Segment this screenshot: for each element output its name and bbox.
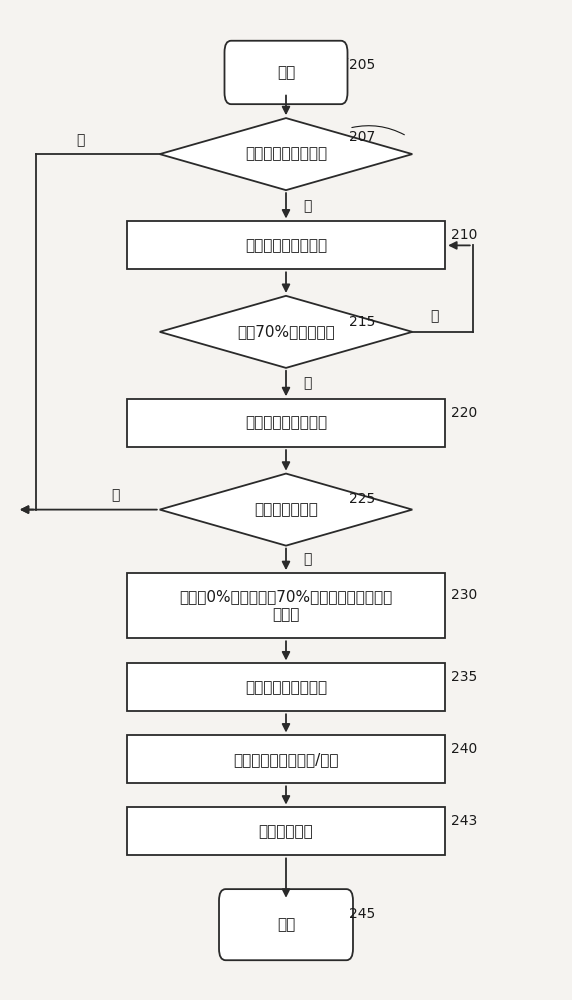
Text: 结束: 结束	[277, 917, 295, 932]
Text: 否: 否	[76, 133, 84, 147]
Text: 210: 210	[451, 228, 477, 242]
Text: 245: 245	[349, 907, 375, 921]
Polygon shape	[160, 118, 412, 190]
Text: 否: 否	[430, 309, 439, 323]
Text: 测量电池的放电深度: 测量电池的放电深度	[245, 238, 327, 253]
Text: 达到70%放电深度？: 达到70%放电深度？	[237, 324, 335, 339]
Polygon shape	[160, 474, 412, 546]
Text: 207: 207	[349, 130, 375, 144]
Text: 否: 否	[112, 488, 120, 502]
FancyBboxPatch shape	[219, 889, 353, 960]
Text: 215: 215	[349, 315, 376, 329]
Text: 240: 240	[451, 742, 477, 756]
Polygon shape	[160, 296, 412, 368]
Text: 225: 225	[349, 492, 375, 506]
Text: 测量从0%放电深度到70%放电深度时电池提供
的电量: 测量从0%放电深度到70%放电深度时电池提供 的电量	[180, 589, 392, 622]
FancyBboxPatch shape	[224, 41, 348, 104]
Text: 测量过程已经启用？: 测量过程已经启用？	[245, 147, 327, 162]
Bar	[127, 399, 445, 447]
Bar	[127, 573, 445, 638]
Text: 估计电池的可用容量: 估计电池的可用容量	[245, 680, 327, 695]
Text: 确定电池的老化因子/参数: 确定电池的老化因子/参数	[233, 752, 339, 767]
Text: 205: 205	[349, 58, 375, 72]
Text: 检测电池的温度变化: 检测电池的温度变化	[245, 416, 327, 431]
Text: 停止测量过程: 停止测量过程	[259, 824, 313, 839]
Text: 243: 243	[451, 814, 477, 828]
Text: 220: 220	[451, 406, 477, 420]
Text: 是: 是	[304, 377, 312, 391]
Text: 是: 是	[304, 199, 312, 213]
Text: 230: 230	[451, 588, 477, 602]
Bar	[127, 735, 445, 783]
Bar	[127, 807, 445, 855]
Text: 低于特定阈值？: 低于特定阈值？	[254, 502, 318, 517]
Bar	[127, 663, 445, 711]
Bar	[127, 221, 445, 269]
Text: 开始: 开始	[277, 65, 295, 80]
Text: 是: 是	[304, 552, 312, 566]
Text: 235: 235	[451, 670, 477, 684]
